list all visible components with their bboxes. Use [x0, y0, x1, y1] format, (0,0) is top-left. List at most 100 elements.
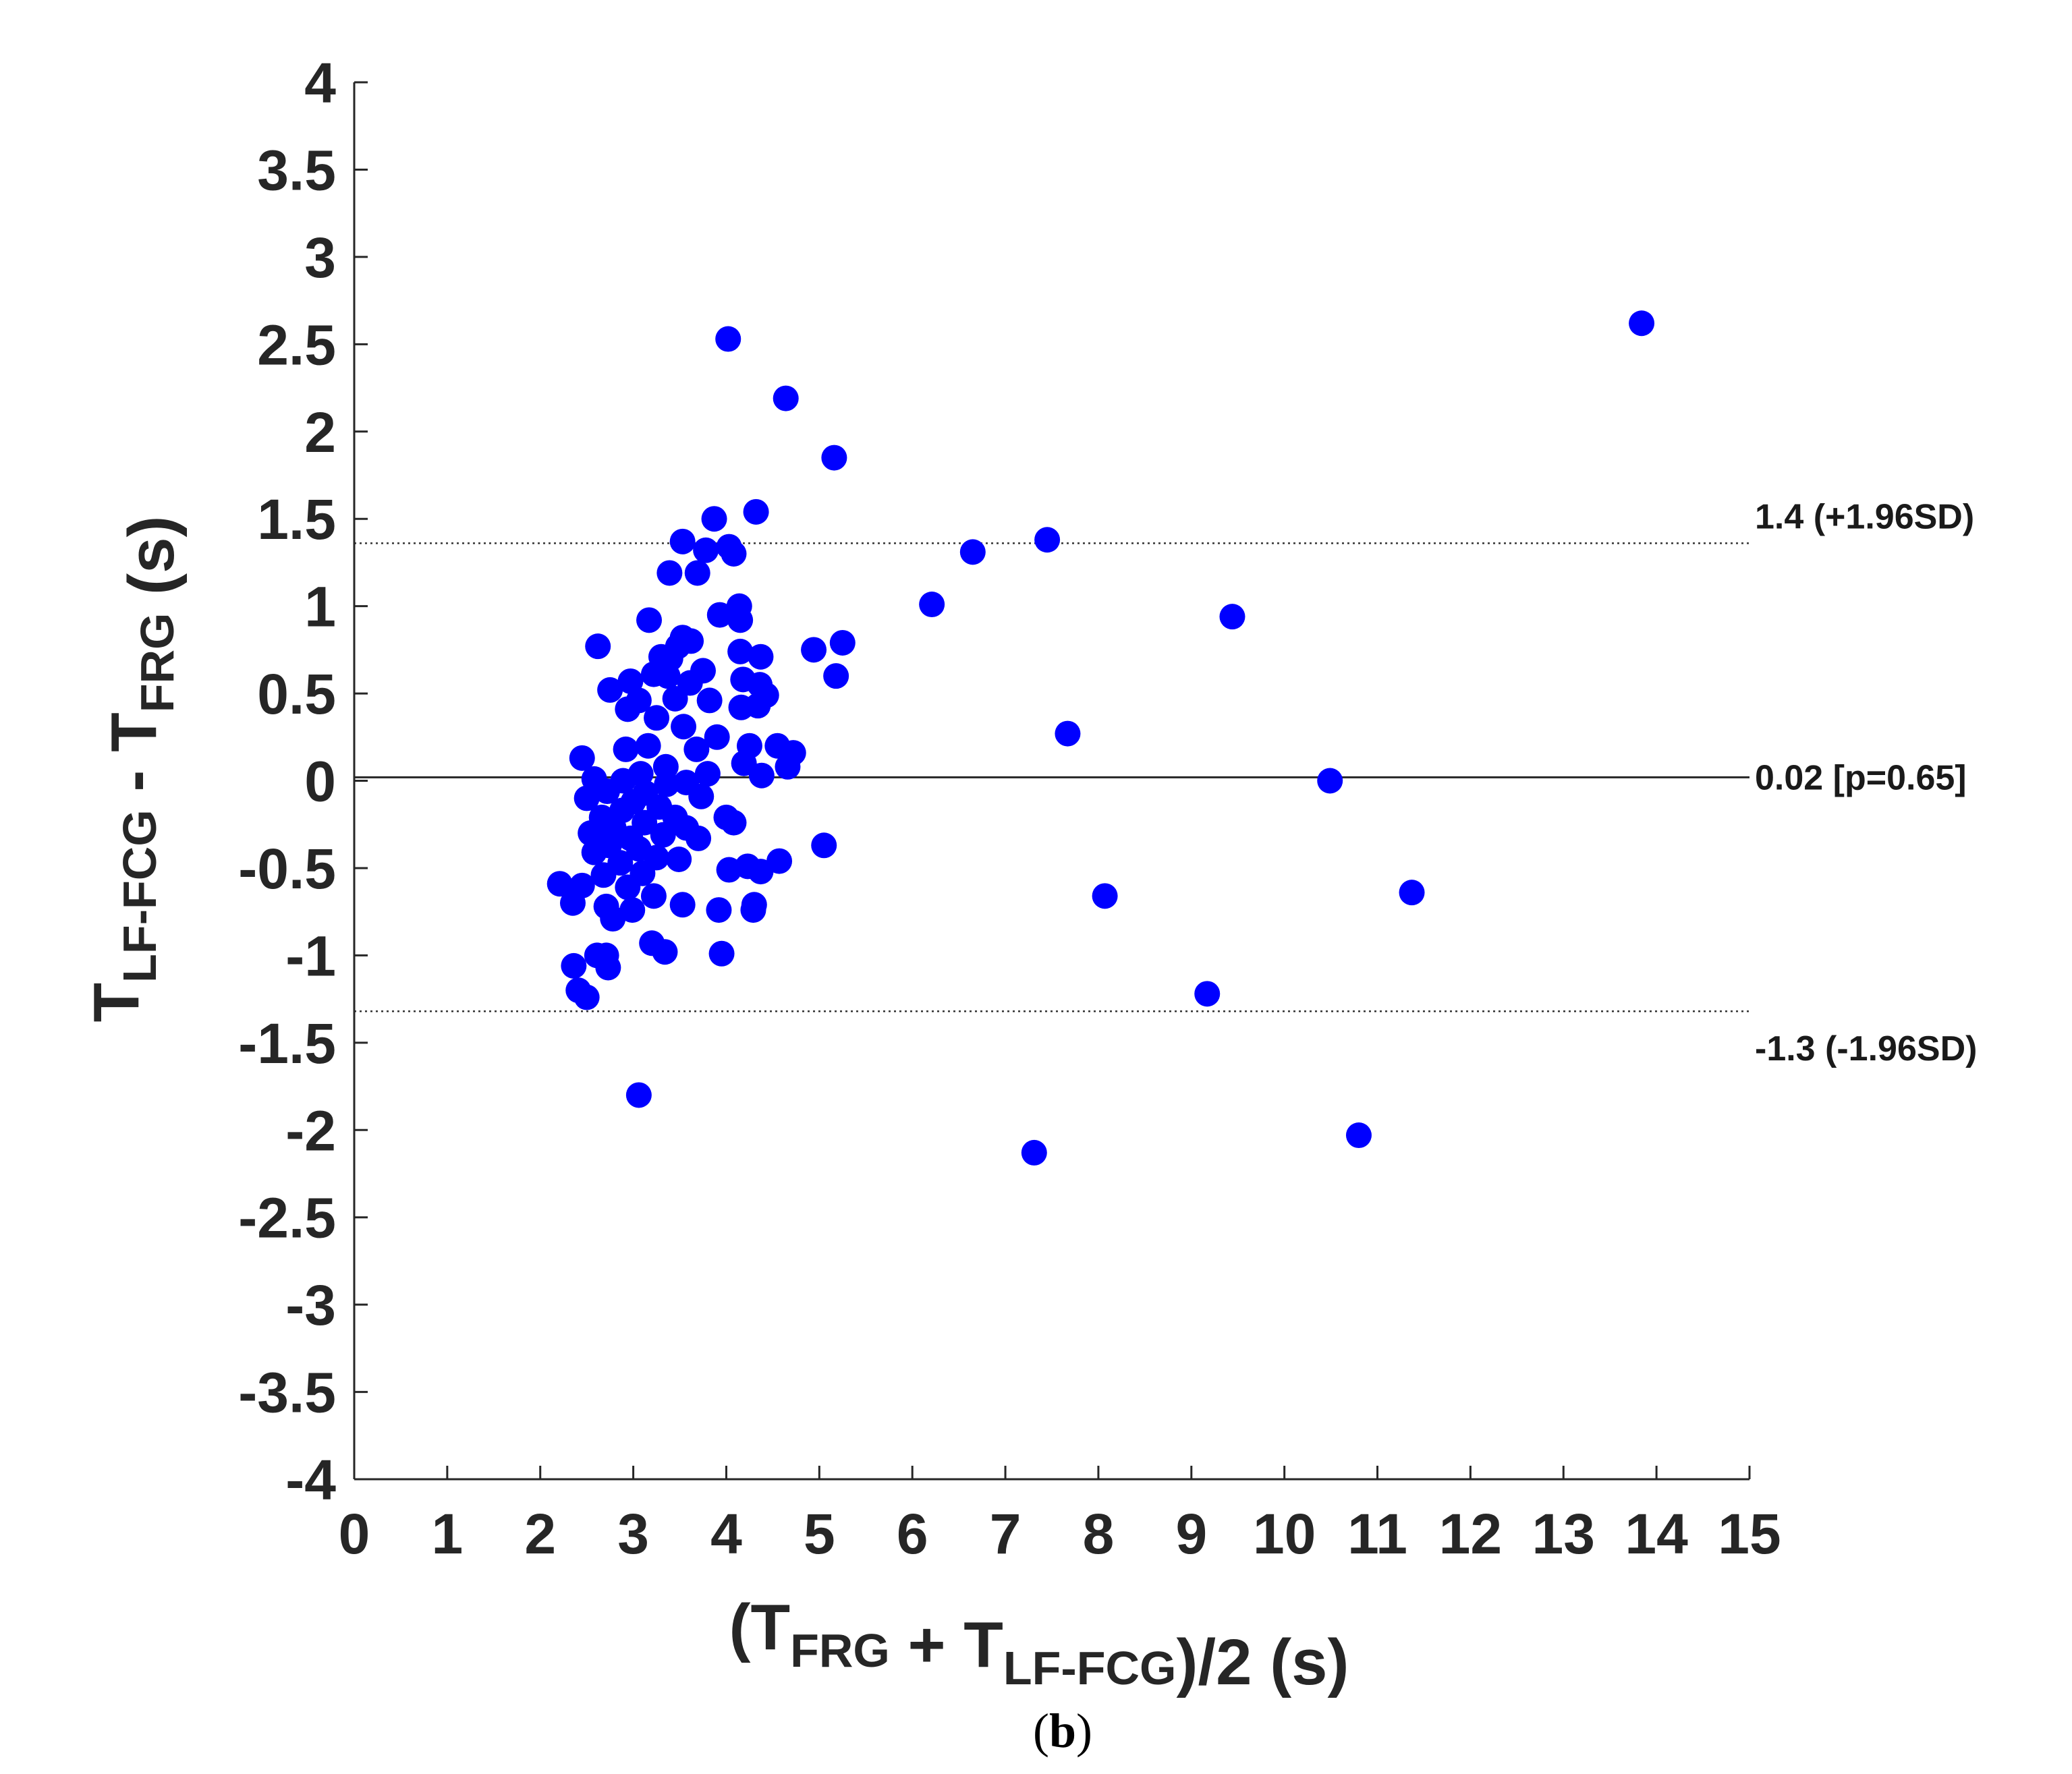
data-point: [821, 445, 847, 471]
data-point: [1034, 527, 1061, 553]
data-point: [721, 809, 747, 836]
reference-line-label-0: 1.4 (+1.96SD): [1755, 497, 1974, 536]
data-point: [559, 890, 586, 916]
axis-title-subscript: LF-FCG: [1003, 1642, 1177, 1694]
data-point: [625, 1082, 652, 1108]
tick-labels: 0 1 2 3 4 5 6 7 8 9 10 11 12 13 14 15-4-3.5-3-2.5-2-1.5…: [238, 51, 1781, 1566]
y-tick-label: 1.5: [257, 488, 336, 551]
data-point: [590, 862, 617, 888]
axis-title-subscript: FRG: [131, 613, 184, 713]
x-tick-label: 10: [1253, 1502, 1316, 1566]
data-point: [1092, 883, 1118, 909]
data-point: [597, 677, 623, 703]
data-point: [585, 633, 611, 660]
data-point: [654, 771, 680, 797]
data-point: [696, 687, 723, 714]
axis-title-text: (s): [115, 516, 188, 613]
data-points: [547, 310, 1655, 1166]
y-tick-label: 3.5: [257, 138, 336, 202]
y-tick-label: 2: [304, 401, 336, 464]
y-tick-label: -3.5: [238, 1361, 336, 1425]
data-point: [693, 537, 719, 563]
data-point: [766, 848, 793, 874]
x-axis-title: (TFRG + TLF-FCG)/2 (s): [729, 1591, 1349, 1698]
x-tick-label: 11: [1347, 1502, 1407, 1566]
data-point: [701, 506, 727, 532]
data-point: [652, 939, 678, 965]
y-axis-title: TLF-FCG - TFRG (s): [80, 516, 188, 1023]
data-point: [635, 733, 661, 759]
data-point: [748, 643, 774, 670]
data-point: [578, 820, 604, 847]
data-point: [727, 607, 754, 633]
data-point: [1021, 1139, 1047, 1166]
data-point: [748, 762, 775, 789]
data-point: [615, 874, 641, 900]
y-tick-label: -4: [285, 1448, 336, 1512]
data-point: [716, 857, 742, 883]
data-point: [706, 897, 732, 923]
data-point: [619, 897, 646, 923]
y-tick-label: 1: [304, 575, 336, 639]
y-tick-label: 3: [304, 226, 336, 289]
data-point: [1399, 880, 1425, 906]
y-tick-label: 0.5: [257, 662, 336, 726]
y-tick-label: 4: [304, 51, 336, 115]
data-point: [573, 984, 600, 1010]
data-point: [1345, 1122, 1372, 1149]
x-tick-label: 7: [990, 1502, 1021, 1566]
data-point: [801, 637, 827, 663]
data-point: [811, 832, 837, 859]
data-point: [547, 871, 573, 897]
data-point: [650, 822, 676, 848]
data-point: [706, 602, 733, 628]
y-tick-label: -3: [285, 1274, 336, 1337]
data-point: [727, 638, 754, 664]
x-tick-label: 13: [1532, 1502, 1595, 1566]
x-tick-label: 15: [1718, 1502, 1781, 1566]
x-tick-label: 2: [524, 1502, 556, 1566]
data-point: [684, 560, 710, 586]
data-point: [829, 629, 856, 656]
data-point: [581, 839, 607, 865]
reference-line-label-1: 0.02 [p=0.65]: [1755, 758, 1967, 797]
data-point: [573, 785, 600, 811]
data-point: [600, 906, 626, 932]
data-point: [1317, 768, 1343, 794]
data-point: [569, 745, 595, 771]
panel-label-open: (: [1033, 1704, 1049, 1758]
data-point: [773, 385, 799, 411]
data-point: [694, 761, 721, 787]
data-point: [636, 607, 663, 633]
data-point: [1055, 720, 1081, 747]
data-point: [745, 693, 771, 719]
y-tick-label: -2: [285, 1099, 336, 1162]
data-point: [1219, 604, 1245, 630]
data-point: [644, 705, 670, 731]
data-point: [715, 326, 741, 352]
y-tick-label: 0: [304, 750, 336, 813]
data-point: [669, 528, 696, 554]
data-point: [959, 539, 986, 565]
panel-label-close: ): [1076, 1704, 1092, 1758]
data-point: [688, 783, 715, 809]
data-point: [666, 846, 692, 872]
x-tick-label: 0: [339, 1502, 370, 1566]
axis-title-text: )/2 (s): [1176, 1626, 1349, 1698]
data-point: [654, 663, 681, 689]
data-point: [683, 736, 710, 762]
axis-title-text: (T: [729, 1591, 790, 1663]
axis-title-text: - T: [98, 712, 170, 809]
axes: [353, 81, 1751, 1481]
data-point: [1629, 310, 1655, 337]
axis-title-subscript: FRG: [790, 1624, 890, 1677]
data-point: [704, 724, 730, 750]
data-point: [617, 668, 644, 694]
x-tick-label: 8: [1083, 1502, 1115, 1566]
axis-title-text: + T: [890, 1609, 1003, 1681]
data-point: [740, 897, 766, 923]
y-tick-label: -1.5: [238, 1012, 336, 1075]
data-point: [1194, 981, 1221, 1007]
data-point: [823, 663, 849, 689]
